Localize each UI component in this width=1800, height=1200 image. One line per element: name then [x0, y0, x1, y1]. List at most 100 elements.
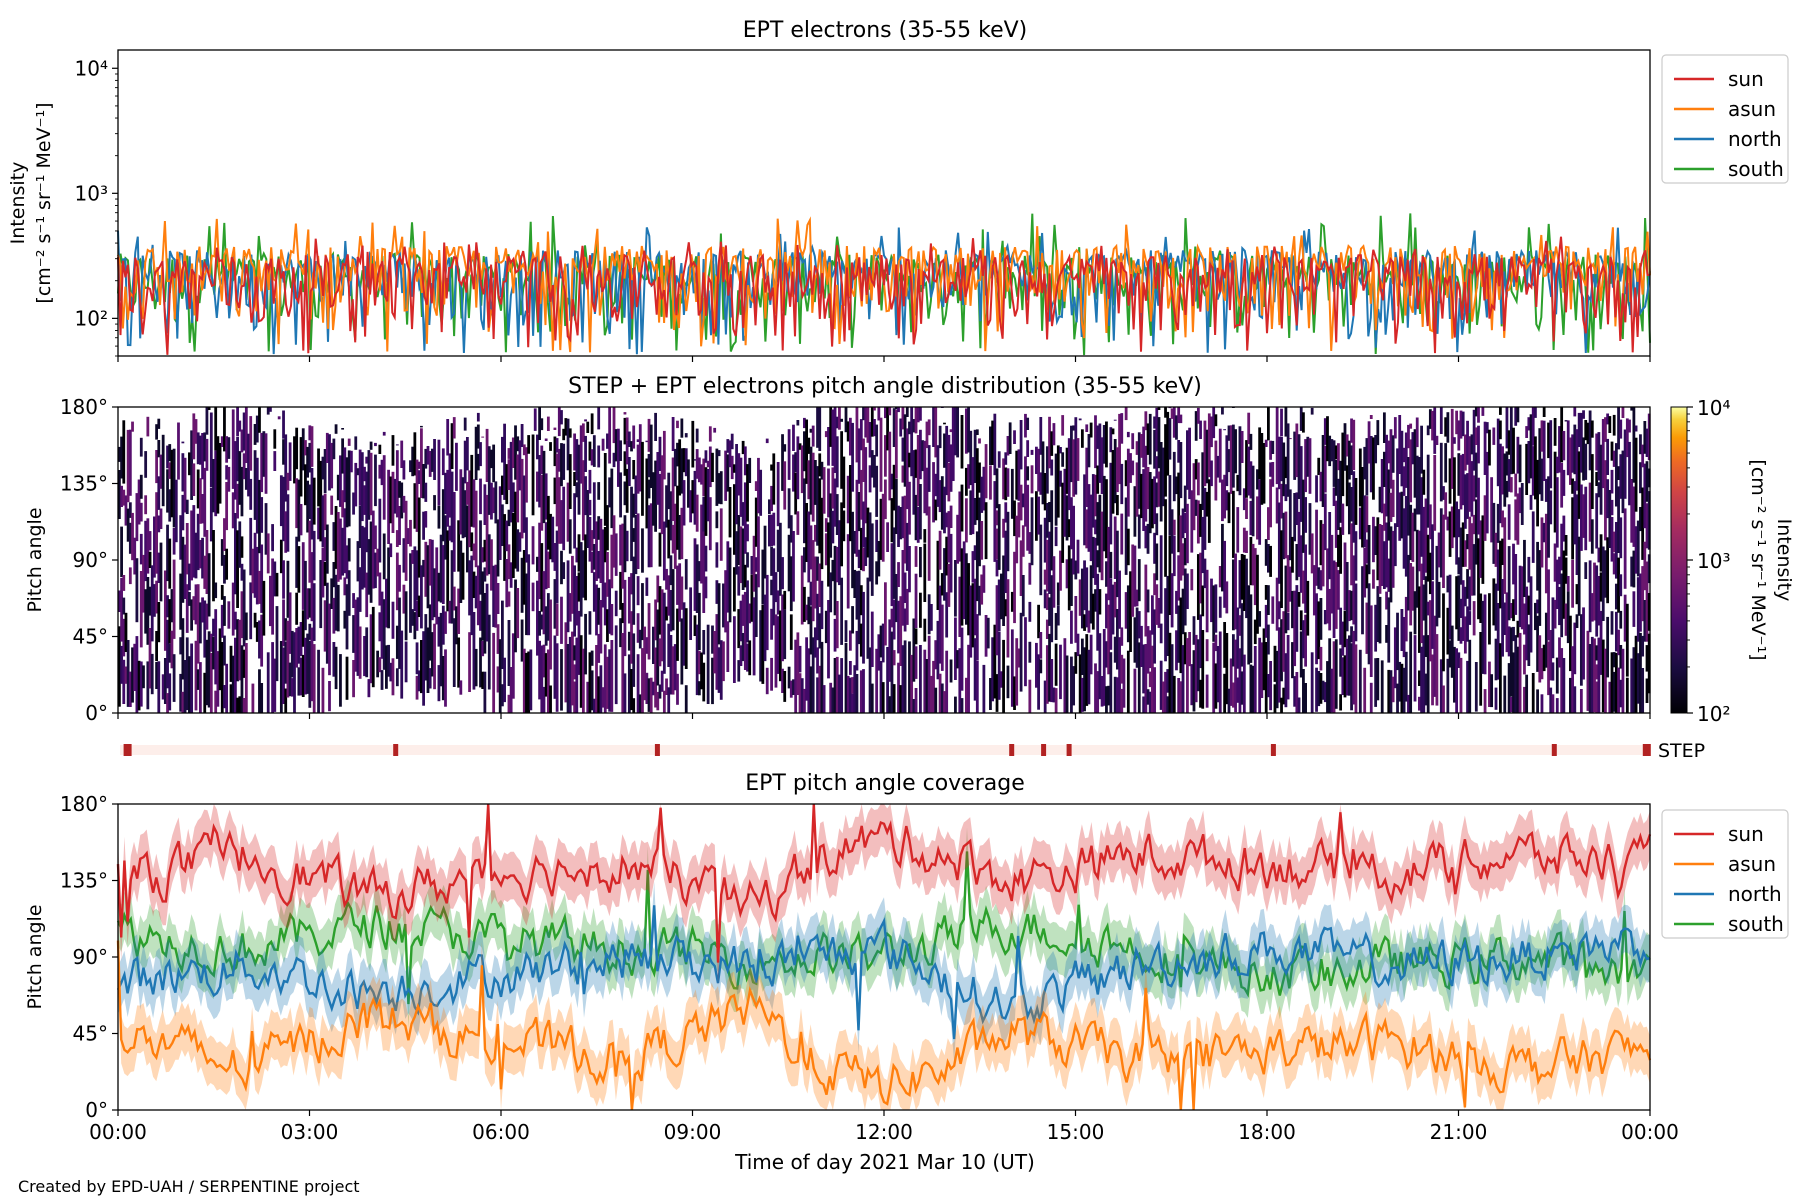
heatmap-cell — [949, 429, 953, 433]
heatmap-cell — [236, 437, 239, 482]
heatmap-cell — [1599, 534, 1603, 572]
heatmap-cell — [223, 635, 226, 666]
heatmap-cell — [323, 493, 327, 531]
heatmap-cell — [1253, 619, 1257, 645]
heatmap-cell — [568, 454, 572, 509]
heatmap-cell — [805, 604, 808, 621]
y-tick-label: 135° — [60, 869, 108, 893]
heatmap-cell — [597, 551, 601, 579]
heatmap-cell — [181, 494, 185, 531]
heatmap-cell — [1234, 553, 1237, 630]
heatmap-cell — [1606, 537, 1610, 604]
heatmap-cell — [949, 444, 953, 492]
heatmap-cell — [859, 585, 863, 616]
heatmap-cell — [1172, 675, 1176, 713]
heatmap-cell — [244, 643, 248, 713]
heatmap-cell — [1293, 493, 1297, 542]
heatmap-cell — [1035, 491, 1038, 541]
heatmap-cell — [1564, 557, 1568, 584]
heatmap-cell — [437, 665, 441, 702]
heatmap-cell — [1323, 418, 1327, 445]
heatmap-cell — [1275, 407, 1279, 485]
heatmap-cell — [389, 476, 393, 524]
heatmap-cell — [588, 469, 592, 494]
heatmap-cell — [671, 524, 675, 554]
heatmap-cell — [1525, 586, 1529, 661]
heatmap-cell — [1205, 674, 1209, 708]
heatmap-cell — [1639, 632, 1642, 713]
heatmap-cell — [1065, 447, 1069, 494]
heatmap-cell — [886, 522, 889, 552]
heatmap-cell — [1332, 440, 1336, 487]
heatmap-cell — [181, 618, 185, 680]
heatmap-cell — [122, 618, 126, 657]
heatmap-cell — [840, 577, 844, 645]
heatmap-cell — [824, 533, 828, 566]
heatmap-cell — [1641, 444, 1645, 468]
heatmap-cell — [606, 505, 609, 551]
heatmap-cell — [1288, 489, 1292, 561]
heatmap-cell — [619, 472, 622, 518]
heatmap-cell — [395, 530, 399, 547]
heatmap-cell — [803, 478, 806, 544]
heatmap-cell — [1634, 526, 1638, 574]
heatmap-cell — [1098, 423, 1102, 483]
heatmap-cell — [139, 502, 143, 522]
heatmap-cell — [726, 621, 730, 672]
heatmap-cell — [253, 424, 257, 445]
heatmap-cell — [831, 409, 835, 466]
heatmap-cell — [465, 505, 469, 573]
heatmap-cell — [1039, 417, 1043, 455]
heatmap-cell — [564, 622, 568, 703]
heatmap-cell — [391, 471, 395, 533]
heatmap-cell — [422, 511, 425, 540]
heatmap-cell — [1056, 605, 1060, 626]
heatmap-cell — [404, 591, 408, 641]
heatmap-cell — [612, 407, 616, 444]
heatmap-cell — [619, 524, 622, 566]
heatmap-cell — [306, 588, 310, 620]
heatmap-cell — [892, 527, 896, 599]
heatmap-cell — [800, 445, 804, 494]
heatmap-cell — [402, 538, 406, 573]
heatmap-cell — [1102, 425, 1106, 464]
heatmap-cell — [122, 597, 126, 615]
heatmap-cell — [1181, 508, 1185, 539]
heatmap-cell — [1059, 470, 1062, 487]
heatmap-cell — [877, 634, 881, 671]
heatmap-cell — [654, 599, 657, 641]
heatmap-cell — [542, 450, 546, 524]
heatmap-cell — [1503, 602, 1507, 635]
heatmap-cell — [120, 526, 123, 577]
legend-box — [1661, 809, 1789, 939]
heatmap-cell — [501, 684, 504, 707]
heatmap-cell — [783, 461, 787, 510]
heatmap-cell — [610, 604, 614, 636]
heatmap-cell — [546, 495, 550, 550]
heatmap-cell — [139, 474, 143, 499]
heatmap-cell — [978, 462, 981, 493]
heatmap-cell — [1435, 545, 1439, 627]
heatmap-cell — [960, 415, 964, 469]
heatmap-cell — [1267, 544, 1270, 573]
x-tick-label: 06:00 — [472, 1120, 530, 1144]
heatmap-cell — [901, 550, 905, 626]
heatmap-cell — [279, 475, 283, 527]
heatmap-cell — [1120, 654, 1124, 684]
heatmap-cell — [807, 437, 811, 454]
heatmap-cell — [198, 602, 202, 644]
heatmap-cell — [1551, 662, 1555, 681]
heatmap-cell — [1639, 573, 1642, 632]
heatmap-cell — [1564, 603, 1568, 636]
heatmap-cell — [190, 430, 194, 500]
heatmap-cell — [1236, 607, 1240, 669]
heatmap-cell — [1297, 697, 1301, 713]
heatmap-cell — [833, 618, 837, 652]
heatmap-cell — [363, 485, 366, 515]
heatmap-cell — [623, 673, 627, 713]
heatmap-cell — [768, 515, 771, 547]
heatmap-cell — [641, 583, 644, 641]
heatmap-cell — [1488, 661, 1491, 707]
heatmap-cell — [1297, 592, 1301, 607]
heatmap-cell — [1256, 554, 1259, 634]
